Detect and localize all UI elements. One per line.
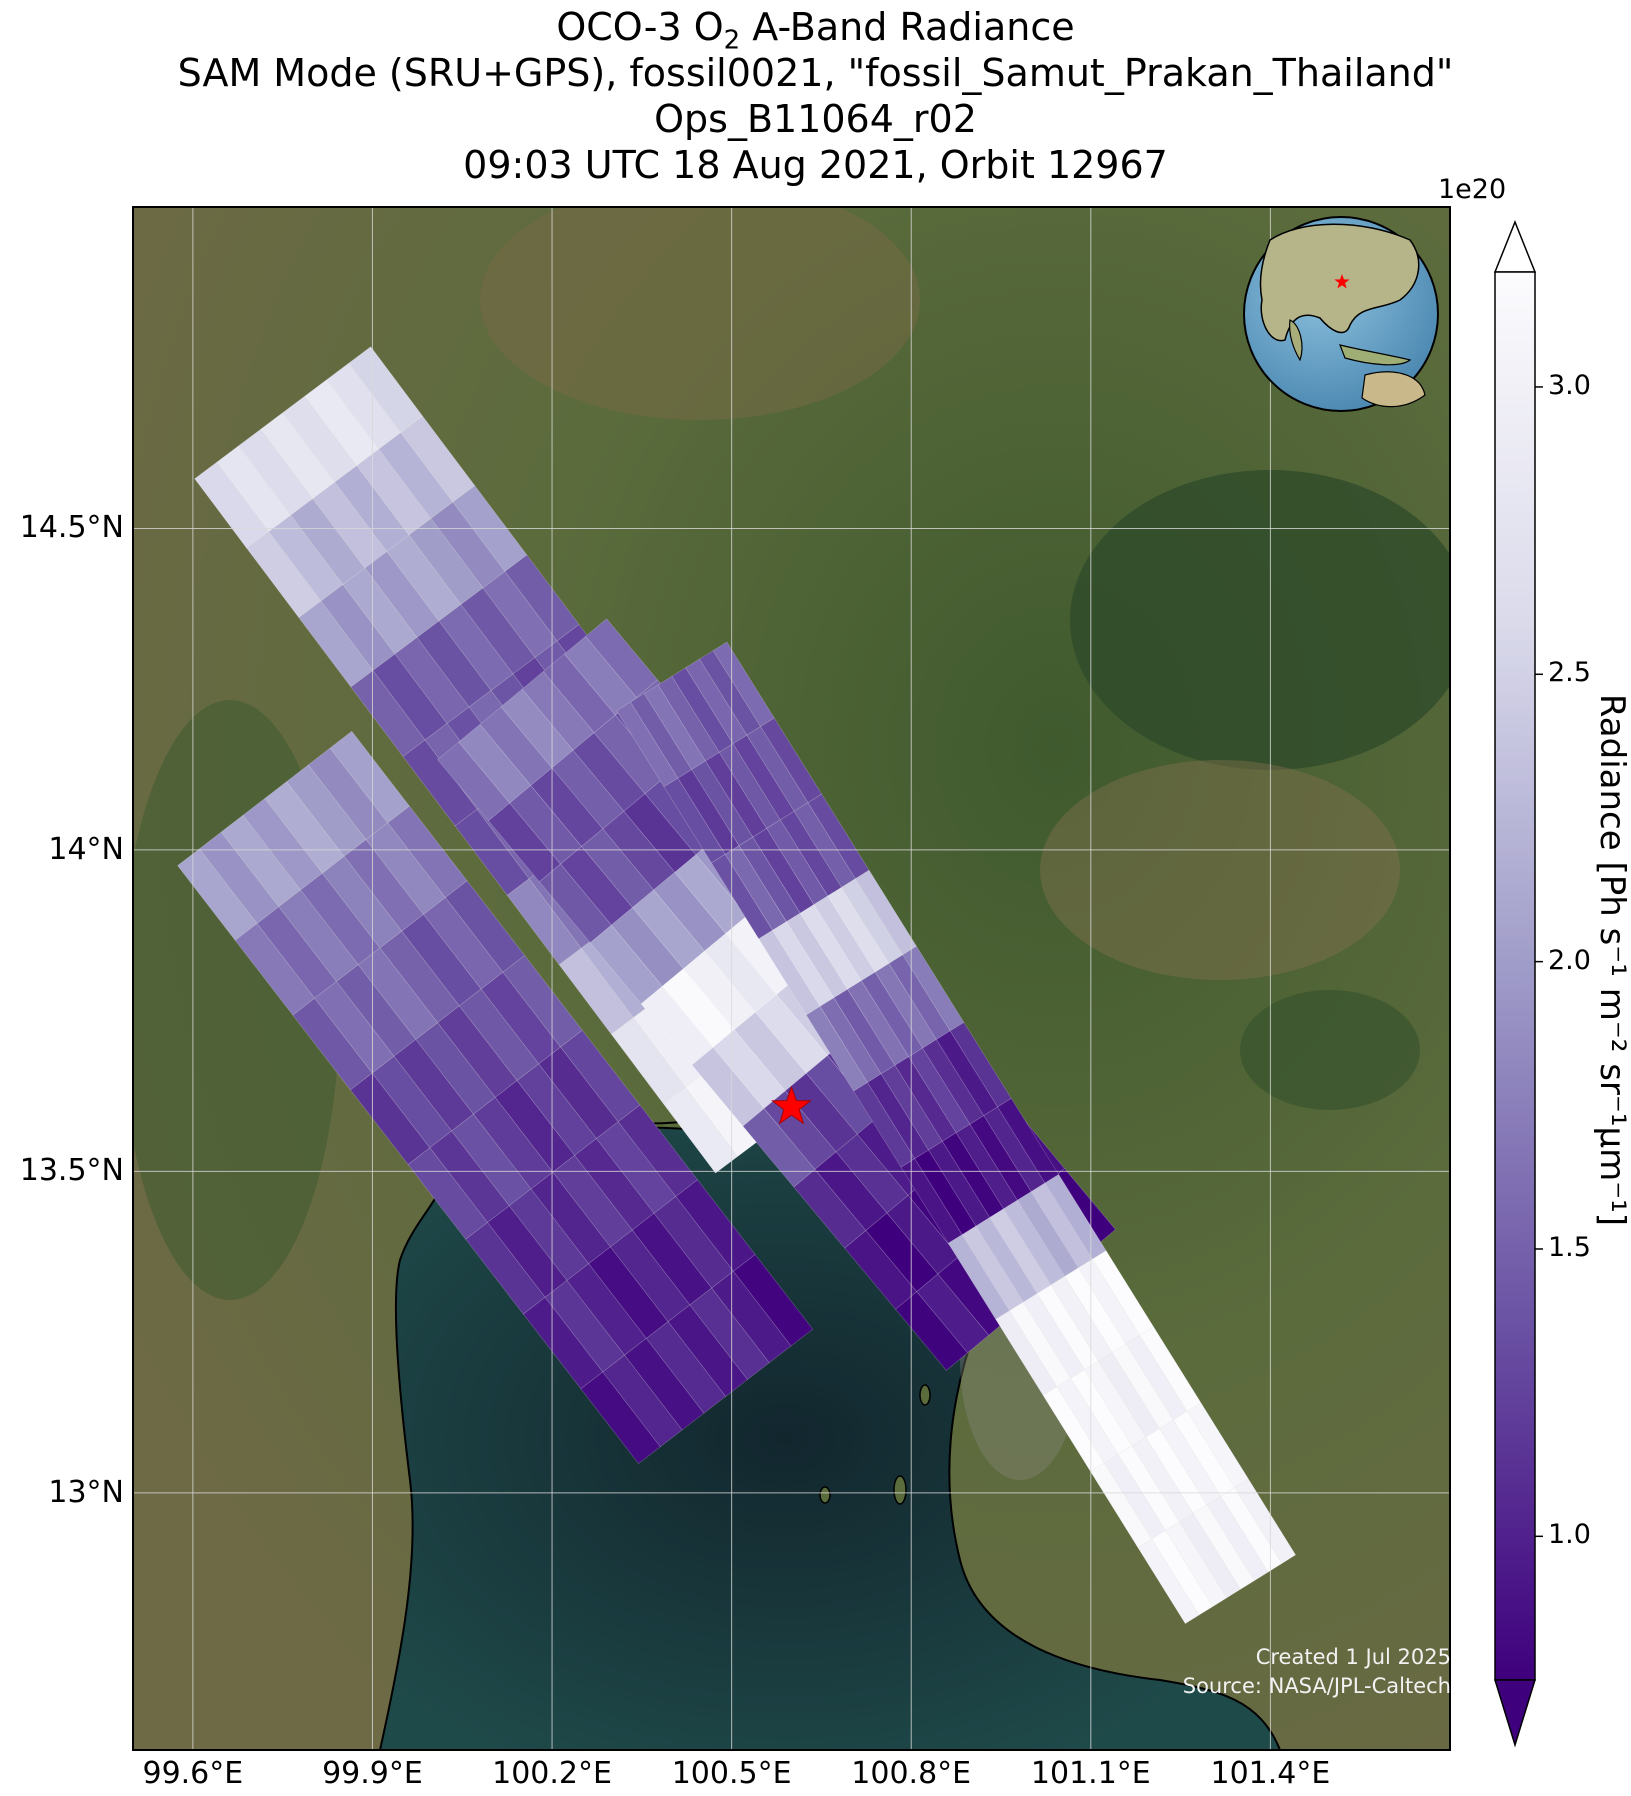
source-credit: Source: NASA/JPL-Caltech (1182, 1674, 1451, 1698)
graticule (133, 207, 1450, 1750)
title-subscript: 2 (723, 25, 741, 56)
lon-tick-label: 101.1°E (1030, 1756, 1151, 1791)
lat-tick-label: 14.5°N (19, 510, 124, 546)
radiance-cell (1137, 1538, 1200, 1625)
colorbar-title: Radiance [Ph s⁻¹ m⁻² sr⁻¹μm⁻¹] (1592, 693, 1631, 1227)
forest-patch (1070, 470, 1450, 770)
colorbar-extend-bottom (1493, 1679, 1537, 1748)
title-prefix: OCO-3 O (556, 5, 724, 49)
title-suffix: A-Band Radiance (740, 5, 1075, 49)
colorbar-tick-label: 1.5 (1548, 1231, 1591, 1263)
globe-australia (1361, 371, 1426, 408)
lat-tick-label: 13.5°N (19, 1153, 124, 1189)
globe-india (1289, 319, 1303, 362)
island (819, 1486, 831, 1504)
title-line-3: Ops_B11064_r02 (654, 97, 977, 141)
lon-tick-label: 100.5°E (671, 1756, 792, 1791)
target-star-icon (771, 1085, 812, 1125)
farmland-patch (1040, 760, 1400, 980)
lon-tick-label: 99.9°E (322, 1756, 423, 1791)
radiance-cell (662, 1086, 738, 1174)
radiance-cell (895, 1291, 969, 1371)
lat-tick-label: 13°N (48, 1474, 124, 1510)
colorbar-tick-label: 2.5 (1548, 657, 1591, 689)
radiance-swaths (177, 346, 1297, 1625)
colorbar-tick-label: 2.0 (1548, 944, 1591, 976)
radiance-cell (580, 1371, 661, 1465)
lon-tick-label: 100.2°E (492, 1756, 612, 1791)
farmland-patch (480, 207, 920, 420)
island (893, 1475, 907, 1505)
locator-globe (1243, 216, 1439, 412)
globe-target-star-icon (1334, 274, 1350, 289)
map-frame (132, 206, 1451, 1751)
title-line-4: 09:03 UTC 18 Aug 2021, Orbit 12967 (463, 143, 1168, 187)
colorbar-exponent: 1e20 (1438, 174, 1507, 205)
lon-tick-label: 100.8°E (851, 1756, 972, 1791)
colorbar (1493, 219, 1543, 1748)
colorbar-body (1494, 271, 1536, 1681)
lon-tick-label: 99.6°E (142, 1756, 244, 1791)
forest-patch (1240, 990, 1420, 1110)
title-line-2: SAM Mode (SRU+GPS), fossil0021, "fossil_… (177, 51, 1454, 95)
lat-tick-label: 14°N (48, 831, 124, 867)
colorbar-extend-top (1493, 219, 1537, 273)
title-line-1: OCO-3 O2 A-Band Radiance (0, 4, 1631, 64)
colorbar-tick-label: 3.0 (1548, 369, 1591, 401)
lon-tick-label: 101.4°E (1210, 1756, 1331, 1791)
globe-indonesia (1339, 344, 1412, 366)
created-date: Created 1 Jul 2025 (1255, 1645, 1451, 1669)
colorbar-tick-label: 1.0 (1548, 1519, 1591, 1551)
island (919, 1384, 931, 1406)
